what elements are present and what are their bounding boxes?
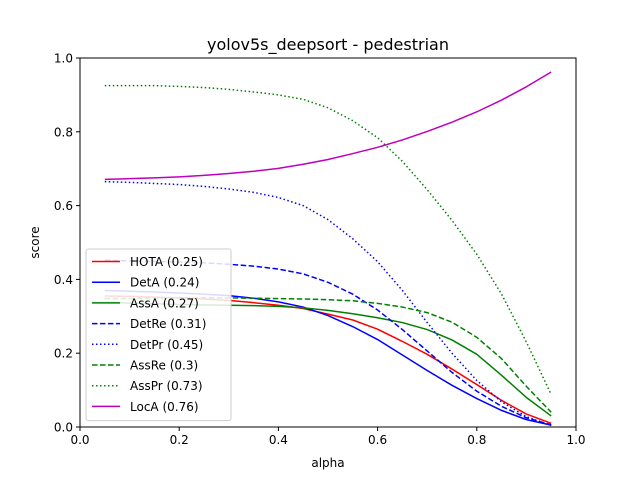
y-tick-label: 0.2 xyxy=(54,347,73,361)
legend-label: DetRe (0.31) xyxy=(130,317,206,331)
legend-label: DetPr (0.45) xyxy=(130,338,203,352)
y-tick-label: 0.8 xyxy=(54,125,73,139)
series-line-7 xyxy=(104,71,552,181)
x-tick-label: 0.4 xyxy=(269,433,288,447)
x-tick-label: 0.8 xyxy=(467,433,486,447)
legend-label: LocA (0.76) xyxy=(130,400,199,414)
x-tick-label: 0.0 xyxy=(70,433,89,447)
y-tick-label: 0.6 xyxy=(54,199,73,213)
legend-label: AssPr (0.73) xyxy=(130,379,203,393)
x-tick-label: 0.2 xyxy=(170,433,189,447)
series-line-4 xyxy=(104,180,552,427)
y-tick-label: 0.4 xyxy=(54,273,73,287)
y-tick-label: 1.0 xyxy=(54,52,73,66)
axes-frame xyxy=(79,57,577,428)
y-tick-label: 0.0 xyxy=(54,421,73,435)
series-line-6 xyxy=(104,84,552,395)
legend-label: AssRe (0.3) xyxy=(130,359,198,373)
x-tick-label: 0.6 xyxy=(368,433,387,447)
chart-title: yolov5s_deepsort - pedestrian xyxy=(207,35,449,55)
x-axis-label: alpha xyxy=(311,456,344,470)
x-tick-label: 1.0 xyxy=(566,433,585,447)
legend-label: DetA (0.24) xyxy=(130,276,199,290)
y-axis: 0.0 0.2 0.4 0.6 0.8 1.0 xyxy=(54,52,80,435)
x-axis: 0.0 0.2 0.4 0.6 0.8 1.0 xyxy=(70,427,586,447)
legend-label: HOTA (0.25) xyxy=(130,255,203,269)
legend: HOTA (0.25) DetA (0.24) AssA (0.27) DetRe (… xyxy=(85,248,232,422)
legend-box xyxy=(85,248,232,422)
legend-label: AssA (0.27) xyxy=(130,296,199,310)
y-axis-label: score xyxy=(28,226,42,258)
